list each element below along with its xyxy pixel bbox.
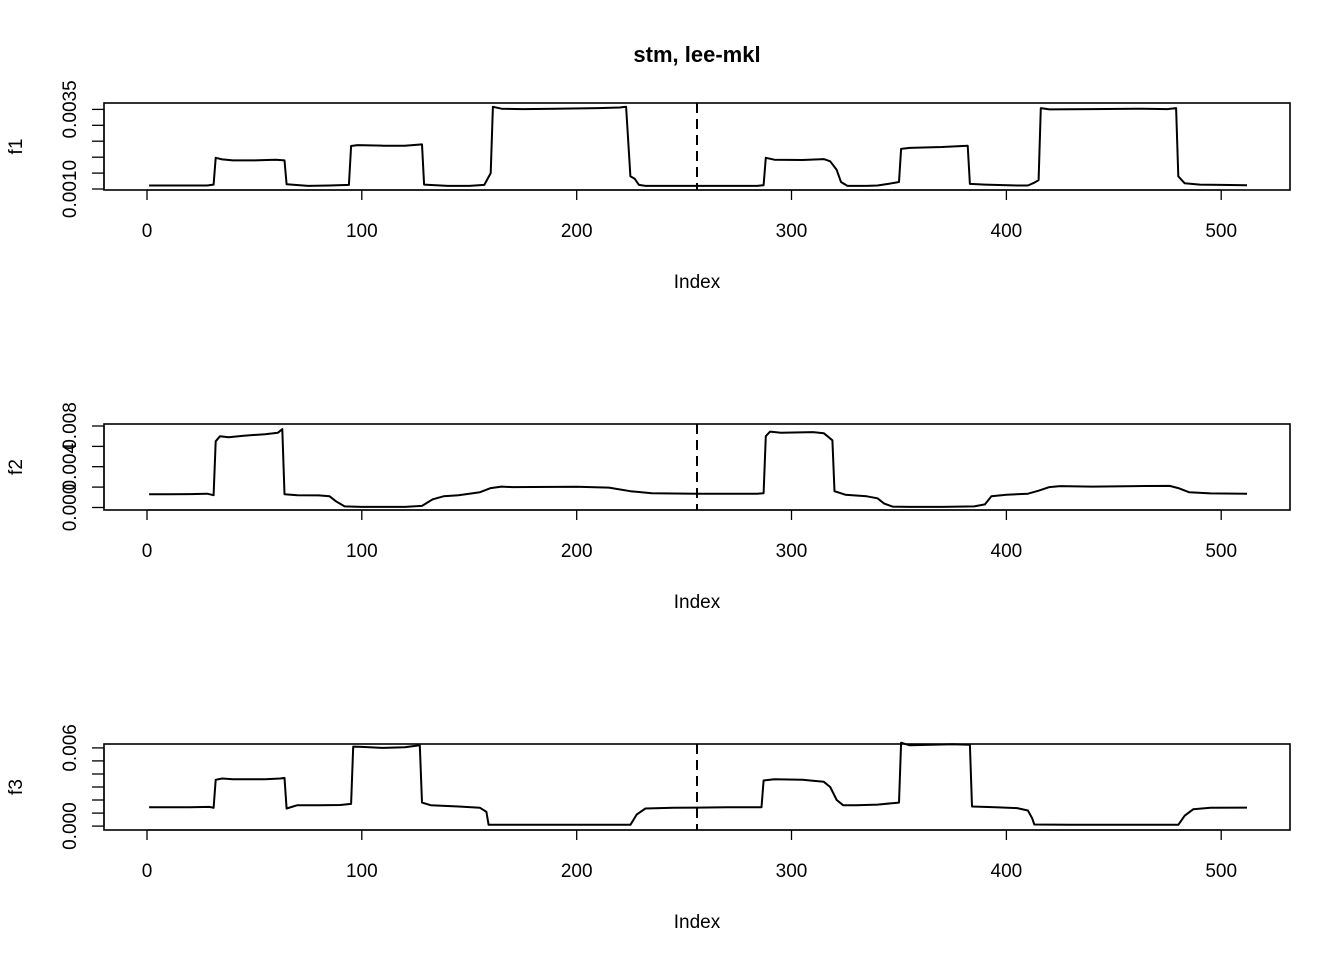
panel-f1: 0 100 200 300 400 500 Index 0.0010 0.0035 f1 [6, 80, 1291, 293]
panel-f3: 0 100 200 300 400 500 Index 0.000 0.006 f3 [6, 724, 1291, 933]
x-tick-label-f3: 500 [1205, 861, 1237, 882]
x-tick-label-f1: 0 [142, 221, 153, 242]
x-tick-label-f2: 0 [142, 541, 153, 562]
y-axis-label-f3: f3 [6, 779, 27, 795]
x-tick-label-f1: 100 [346, 221, 378, 242]
x-tick-label-f2: 400 [991, 541, 1023, 562]
y-axis-label-f1: f1 [6, 139, 27, 155]
x-tick-label-f1: 300 [776, 221, 808, 242]
x-axis-label-f2: Index [674, 592, 721, 613]
x-tick-label-f1: 200 [561, 221, 593, 242]
x-tick-label-f2: 500 [1205, 541, 1237, 562]
series-line-f3 [149, 741, 1248, 826]
panels: 0 100 200 300 400 500 Index 0.0010 0.0035 f1 0 100 2… [6, 80, 1291, 933]
x-tick-label-f2: 300 [776, 541, 808, 562]
x-tick-label-f3: 100 [346, 861, 378, 882]
x-axis-label-f1: Index [674, 272, 721, 293]
x-tick-label-f3: 200 [561, 861, 593, 882]
y-tick-label-f2: 0.004 [60, 442, 81, 490]
y-tick-label-f1: 0.0010 [60, 160, 81, 218]
y-tick-label-f2: 0.008 [60, 402, 81, 450]
x-tick-label-f1: 400 [991, 221, 1023, 242]
y-tick-label-f1: 0.0035 [60, 80, 81, 138]
x-tick-label-f3: 400 [991, 861, 1023, 882]
x-tick-label-f3: 0 [142, 861, 153, 882]
y-axis-label-f2: f2 [6, 459, 27, 475]
x-tick-label-f1: 500 [1205, 221, 1237, 242]
x-axis-label-f3: Index [674, 912, 721, 933]
x-tick-label-f3: 300 [776, 861, 808, 882]
y-tick-label-f3: 0.006 [60, 724, 81, 772]
y-tick-label-f3: 0.000 [60, 802, 81, 850]
series-line-f1 [149, 105, 1248, 187]
x-tick-label-f2: 100 [346, 541, 378, 562]
chart-title: stm, lee-mkl [633, 42, 760, 67]
x-tick-label-f2: 200 [561, 541, 593, 562]
series-line-f2 [149, 428, 1248, 508]
y-tick-label-f2: 0.000 [60, 484, 81, 532]
